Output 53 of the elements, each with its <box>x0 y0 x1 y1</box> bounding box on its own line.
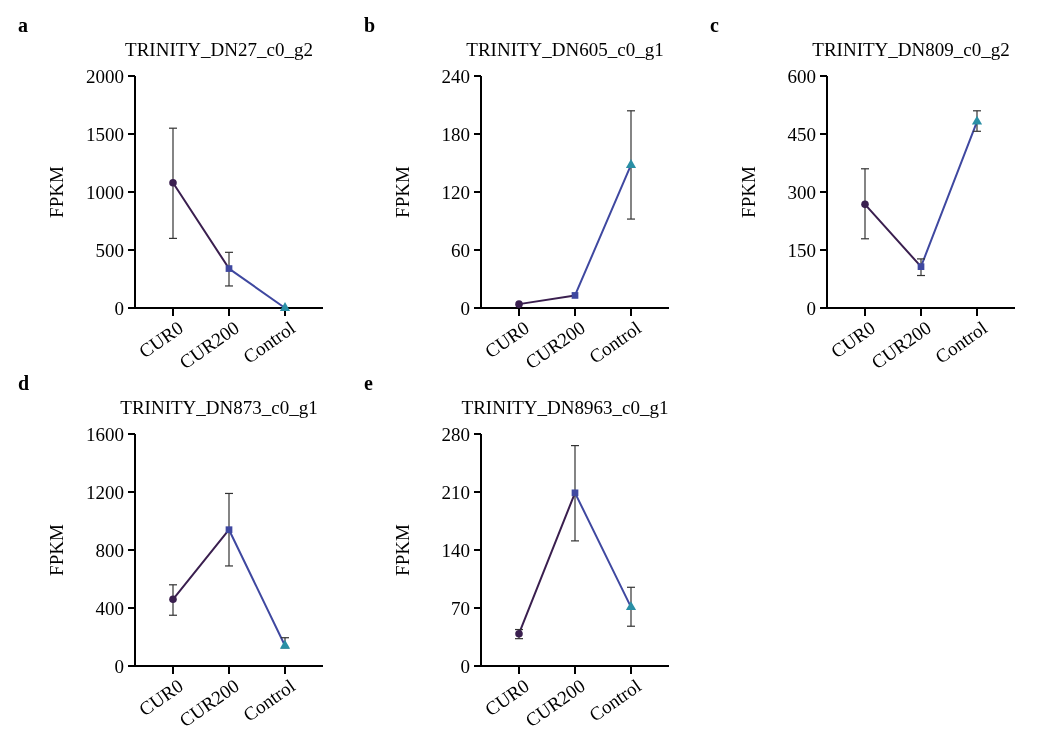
y-tick-label: 150 <box>787 239 816 261</box>
y-tick-label: 1000 <box>86 181 124 203</box>
y-tick-label: 120 <box>441 181 470 203</box>
point <box>169 595 177 604</box>
chart-title: TRINITY_DN605_c0_g1 <box>466 39 664 60</box>
y-tick-label: 280 <box>441 423 470 445</box>
point <box>279 302 291 311</box>
point <box>625 159 637 168</box>
y-tick-label: 2000 <box>86 65 124 87</box>
text: a <box>18 14 28 36</box>
y-tick-label: 180 <box>441 123 470 145</box>
y-tick-label: 0 <box>114 655 124 677</box>
point <box>169 178 177 187</box>
y-tick-label: 300 <box>787 181 816 203</box>
y-axis-title: FPKM <box>392 524 413 576</box>
point <box>625 601 637 611</box>
y-axis-title: FPKM <box>46 166 67 218</box>
y-tick-label: 500 <box>95 239 124 261</box>
y-tick-label: 60 <box>451 239 470 261</box>
point <box>515 300 523 308</box>
text: e <box>364 372 373 394</box>
y-tick-label: 1200 <box>86 481 124 503</box>
y-axis-title: FPKM <box>46 524 67 576</box>
y-tick-label: 450 <box>787 123 816 145</box>
y-tick-label: 0 <box>460 655 470 677</box>
point <box>225 526 233 534</box>
text: b <box>364 14 376 36</box>
text: d <box>18 372 30 394</box>
point <box>225 265 233 272</box>
text: c <box>710 14 719 36</box>
chart-title: TRINITY_DN27_c0_g2 <box>125 39 313 60</box>
y-axis-title: FPKM <box>392 166 413 218</box>
y-tick-label: 140 <box>441 539 470 561</box>
point <box>571 489 579 497</box>
y-axis-title: FPKM <box>738 166 759 218</box>
y-tick-label: 210 <box>441 481 470 503</box>
y-tick-label: 70 <box>451 597 470 619</box>
y-tick-label: 0 <box>114 297 124 319</box>
y-tick-label: 0 <box>806 297 816 319</box>
chart-title: TRINITY_DN873_c0_g1 <box>120 397 318 418</box>
y-tick-label: 800 <box>95 539 124 561</box>
point <box>971 115 983 125</box>
y-tick-label: 400 <box>95 597 124 619</box>
y-tick-label: 0 <box>460 297 470 319</box>
point <box>571 292 579 299</box>
y-tick-label: 1600 <box>86 423 124 445</box>
y-tick-label: 1500 <box>86 123 124 145</box>
point <box>917 263 925 270</box>
chart-title: TRINITY_DN809_c0_g2 <box>812 39 1010 60</box>
y-tick-label: 600 <box>787 65 816 87</box>
point <box>861 200 869 209</box>
chart-title: TRINITY_DN8963_c0_g1 <box>461 397 669 418</box>
y-tick-label: 240 <box>441 65 470 87</box>
